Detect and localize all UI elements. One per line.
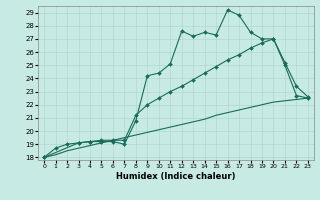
X-axis label: Humidex (Indice chaleur): Humidex (Indice chaleur) (116, 172, 236, 181)
